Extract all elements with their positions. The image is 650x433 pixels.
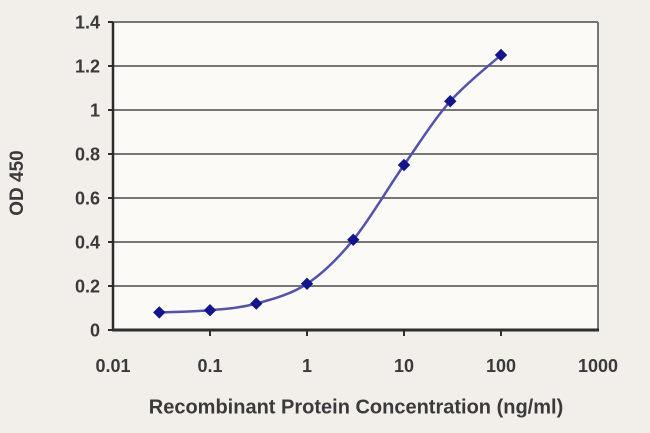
- y-tick-label: 0.8: [75, 145, 100, 165]
- x-tick-label: 100: [486, 356, 516, 376]
- x-tick-label: 1: [302, 356, 312, 376]
- data-point-marker: [347, 233, 360, 247]
- data-point-marker: [153, 306, 166, 319]
- data-point-marker: [203, 303, 217, 317]
- y-tick-label: 0.6: [75, 189, 100, 209]
- y-tick-label: 1.2: [75, 57, 100, 77]
- data-point-marker: [444, 94, 457, 108]
- y-tick-label: 0: [90, 321, 100, 341]
- x-tick-label: 0.01: [95, 356, 130, 376]
- x-tick-label: 1000: [578, 356, 618, 376]
- plot-background: [113, 22, 598, 330]
- data-point-marker: [494, 48, 508, 62]
- y-tick-label: 0.2: [75, 277, 100, 297]
- data-point-marker: [300, 277, 314, 291]
- y-tick-label: 0.4: [75, 233, 100, 253]
- data-point-marker: [250, 297, 263, 310]
- y-tick-label: 1.4: [75, 13, 100, 33]
- x-tick-label: 10: [394, 356, 414, 376]
- y-tick-label: 1: [90, 101, 100, 121]
- y-axis-title: OD 450: [7, 150, 28, 216]
- data-point-marker: [397, 158, 411, 172]
- x-tick-label: 0.1: [197, 356, 222, 376]
- x-axis-title: Recombinant Protein Concentration (ng/ml…: [148, 396, 564, 419]
